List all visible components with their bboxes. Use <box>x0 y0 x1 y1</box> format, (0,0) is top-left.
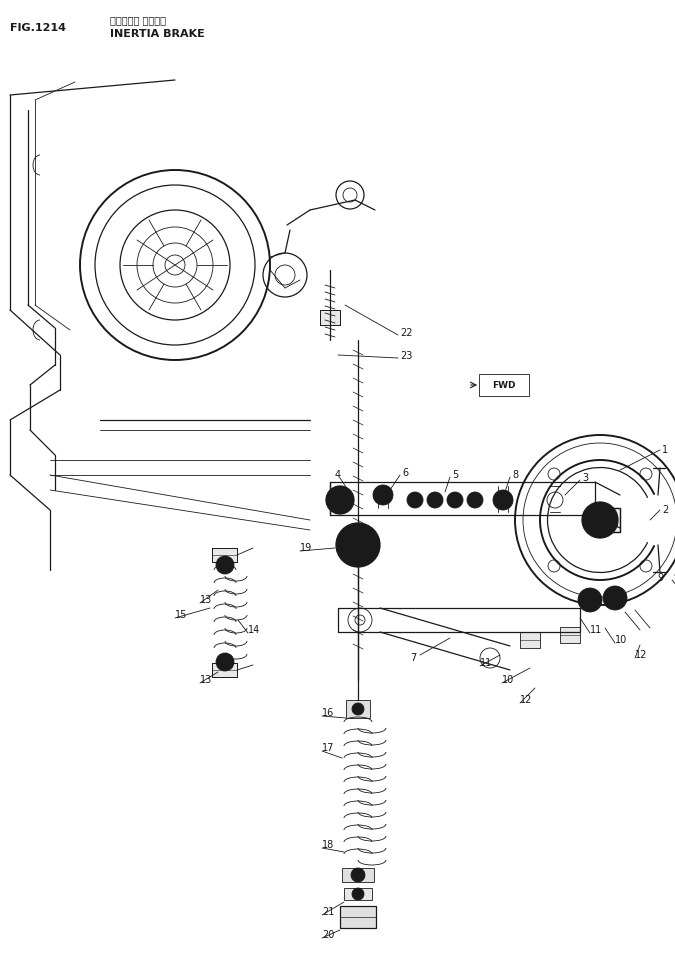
Text: 5: 5 <box>452 470 458 480</box>
Circle shape <box>407 492 423 508</box>
Text: 12: 12 <box>635 650 647 660</box>
Text: FIG.1214: FIG.1214 <box>10 23 66 33</box>
Polygon shape <box>212 663 237 677</box>
Circle shape <box>216 556 234 574</box>
Text: FWD: FWD <box>492 381 516 389</box>
Text: 16: 16 <box>322 708 334 718</box>
Bar <box>342 868 374 882</box>
Text: INERTIA BRAKE: INERTIA BRAKE <box>110 29 205 39</box>
Circle shape <box>493 490 513 510</box>
Polygon shape <box>320 310 340 325</box>
Circle shape <box>578 588 602 612</box>
Text: 1: 1 <box>662 445 668 455</box>
Circle shape <box>216 653 234 671</box>
Circle shape <box>326 486 354 514</box>
Text: 11: 11 <box>590 625 602 635</box>
Circle shape <box>603 586 627 610</box>
Polygon shape <box>590 508 620 532</box>
Text: 23: 23 <box>400 351 412 361</box>
Circle shape <box>467 492 483 508</box>
Circle shape <box>582 502 618 538</box>
Circle shape <box>352 888 364 900</box>
Text: 13: 13 <box>200 675 212 685</box>
Text: 2: 2 <box>662 505 668 515</box>
Polygon shape <box>212 548 237 562</box>
Bar <box>344 888 372 900</box>
Text: 11: 11 <box>480 658 492 668</box>
Circle shape <box>447 492 463 508</box>
Text: 7: 7 <box>410 653 416 663</box>
Text: 10: 10 <box>615 635 627 645</box>
Bar <box>346 700 370 718</box>
Text: イナーシャ ブレーキ: イナーシャ ブレーキ <box>110 15 166 25</box>
Text: 9: 9 <box>657 573 663 583</box>
Circle shape <box>351 868 365 882</box>
Text: 3: 3 <box>582 473 588 483</box>
Text: 4: 4 <box>335 470 341 480</box>
Text: 14: 14 <box>248 625 261 635</box>
Circle shape <box>352 703 364 715</box>
Text: 17: 17 <box>322 743 334 753</box>
Text: 6: 6 <box>402 468 408 478</box>
Circle shape <box>373 485 393 505</box>
Text: 20: 20 <box>322 930 334 940</box>
Text: 22: 22 <box>400 328 412 338</box>
Circle shape <box>427 492 443 508</box>
Circle shape <box>336 523 380 567</box>
Text: 10: 10 <box>502 675 514 685</box>
Text: 8: 8 <box>512 470 518 480</box>
Bar <box>340 906 376 928</box>
FancyBboxPatch shape <box>479 374 529 396</box>
Text: 12: 12 <box>520 695 533 705</box>
Bar <box>560 627 580 643</box>
Text: 13: 13 <box>200 595 212 605</box>
Text: 19: 19 <box>300 543 313 553</box>
Circle shape <box>595 510 615 530</box>
Text: 15: 15 <box>175 610 188 620</box>
Text: 18: 18 <box>322 840 334 850</box>
Bar <box>520 632 540 648</box>
Text: 21: 21 <box>322 907 334 917</box>
